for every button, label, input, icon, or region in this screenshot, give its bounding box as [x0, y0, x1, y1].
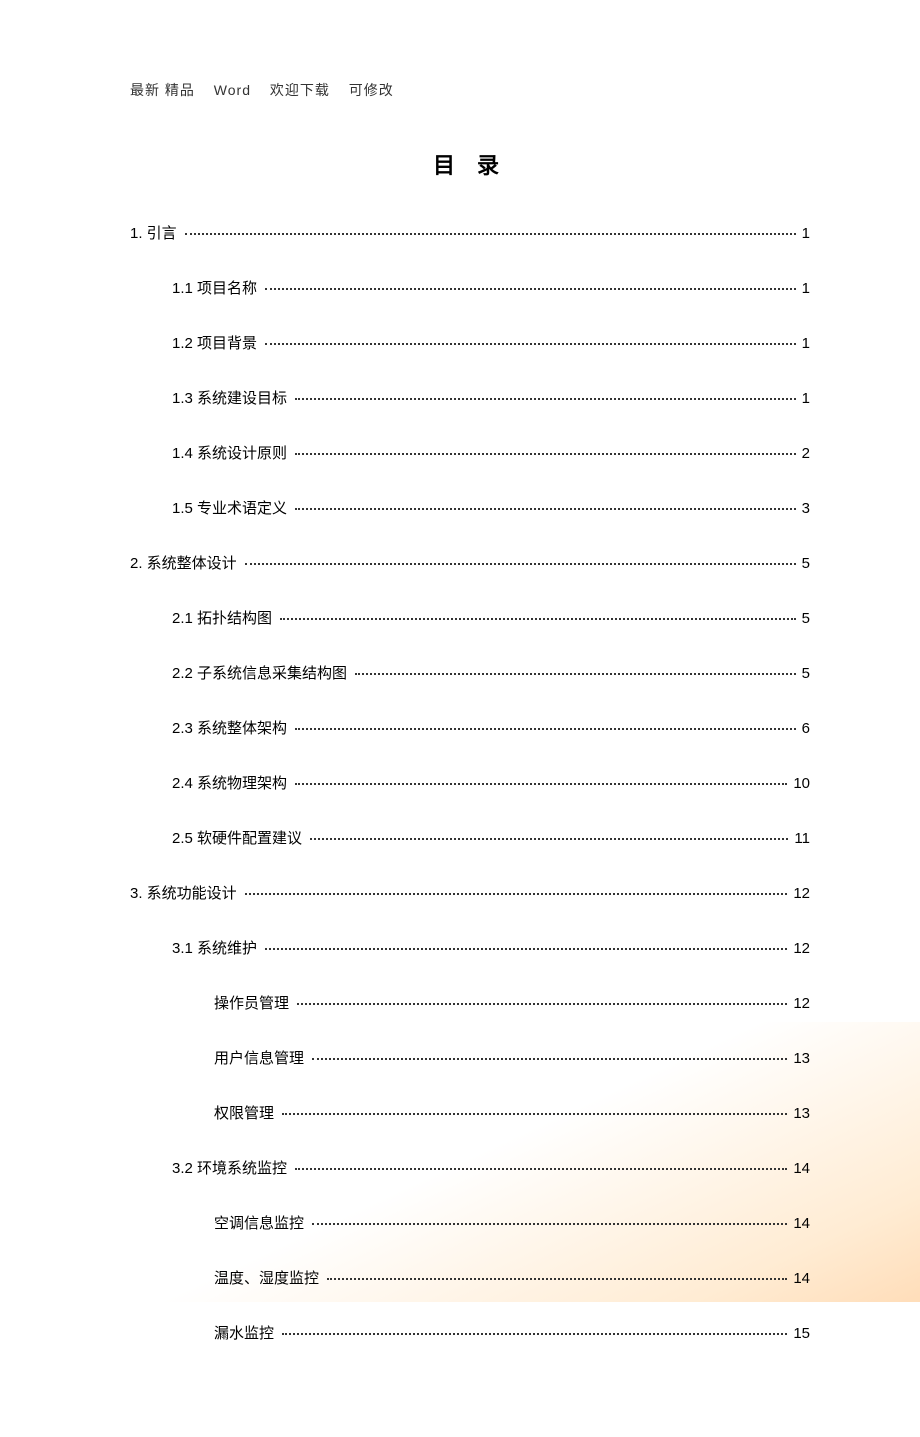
toc-page: 5	[798, 555, 810, 572]
toc-dots	[295, 783, 787, 785]
toc-label: 操作员管理	[214, 992, 295, 1013]
toc-entry: 2.2 子系统信息采集结构图 5	[130, 662, 810, 683]
toc-entry: 3.1 系统维护 12	[130, 937, 810, 958]
toc-label: 温度、湿度监控	[214, 1267, 325, 1288]
toc-label: 1.5 专业术语定义	[172, 497, 293, 518]
toc-entry: 2.5 软硬件配置建议 11	[130, 827, 810, 848]
toc-page: 2	[798, 445, 810, 462]
toc-page: 12	[789, 995, 810, 1012]
toc-page: 13	[789, 1105, 810, 1122]
toc-entry: 2.1 拓扑结构图 5	[130, 607, 810, 628]
toc-page: 1	[798, 280, 810, 297]
toc-page: 5	[798, 610, 810, 627]
toc-entry: 2.4 系统物理架构 10	[130, 772, 810, 793]
document-header: 最新 精品 Word 欢迎下载 可修改	[130, 80, 810, 100]
toc-dots	[355, 673, 796, 675]
toc-label: 2.5 软硬件配置建议	[172, 827, 308, 848]
toc-dots	[280, 618, 796, 620]
toc-entry: 温度、湿度监控 14	[130, 1267, 810, 1288]
toc-dots	[295, 508, 796, 510]
toc-page: 14	[789, 1160, 810, 1177]
toc-entry: 1.4 系统设计原则 2	[130, 442, 810, 463]
toc-dots	[282, 1333, 787, 1335]
toc-label: 1.2 项目背景	[172, 332, 263, 353]
toc-entry: 权限管理 13	[130, 1102, 810, 1123]
toc-dots	[312, 1223, 787, 1225]
toc-dots	[295, 728, 796, 730]
toc-label: 权限管理	[214, 1102, 280, 1123]
toc-entry: 1. 引言 1	[130, 222, 810, 243]
toc-label: 1.1 项目名称	[172, 277, 263, 298]
toc-entry: 1.5 专业术语定义 3	[130, 497, 810, 518]
toc-page: 13	[789, 1050, 810, 1067]
toc-entry: 操作员管理 12	[130, 992, 810, 1013]
toc-label: 2.2 子系统信息采集结构图	[172, 662, 353, 683]
toc-page: 1	[798, 335, 810, 352]
toc-title: 目 录	[130, 148, 810, 180]
toc-page: 14	[789, 1270, 810, 1287]
toc-dots	[245, 893, 788, 895]
toc-entry: 漏水监控 15	[130, 1322, 810, 1343]
toc-entry: 空调信息监控 14	[130, 1212, 810, 1233]
toc-page: 15	[789, 1325, 810, 1342]
toc-entry: 3.2 环境系统监控 14	[130, 1157, 810, 1178]
toc-dots	[185, 233, 796, 235]
toc-label: 漏水监控	[214, 1322, 280, 1343]
toc-list: 1. 引言 1 1.1 项目名称 1 1.2 项目背景 1 1.3 系统建设目标…	[130, 222, 810, 1343]
toc-dots	[265, 948, 787, 950]
toc-dots	[327, 1278, 787, 1280]
toc-entry: 1.2 项目背景 1	[130, 332, 810, 353]
toc-page: 3	[798, 500, 810, 517]
toc-entry: 2.3 系统整体架构 6	[130, 717, 810, 738]
header-part-1: 最新 精品	[130, 82, 195, 98]
toc-dots	[245, 563, 796, 565]
toc-page: 1	[798, 225, 810, 242]
toc-page: 14	[789, 1215, 810, 1232]
toc-dots	[312, 1058, 787, 1060]
toc-page: 11	[790, 830, 810, 847]
toc-label: 1.3 系统建设目标	[172, 387, 293, 408]
toc-dots	[265, 288, 796, 290]
toc-label: 用户信息管理	[214, 1047, 310, 1068]
toc-label: 空调信息监控	[214, 1212, 310, 1233]
page-content: 最新 精品 Word 欢迎下载 可修改 目 录 1. 引言 1 1.1 项目名称…	[0, 0, 920, 1437]
toc-label: 2.1 拓扑结构图	[172, 607, 278, 628]
toc-entry: 用户信息管理 13	[130, 1047, 810, 1068]
toc-page: 12	[789, 940, 810, 957]
toc-dots	[297, 1003, 787, 1005]
header-part-2: Word	[214, 82, 251, 98]
toc-label: 2.3 系统整体架构	[172, 717, 293, 738]
toc-page: 6	[798, 720, 810, 737]
toc-label: 3.2 环境系统监控	[172, 1157, 293, 1178]
toc-entry: 2. 系统整体设计 5	[130, 552, 810, 573]
toc-page: 12	[789, 885, 810, 902]
toc-entry: 3. 系统功能设计 12	[130, 882, 810, 903]
toc-entry: 1.3 系统建设目标 1	[130, 387, 810, 408]
toc-page: 5	[798, 665, 810, 682]
toc-dots	[295, 398, 796, 400]
toc-entry: 1.1 项目名称 1	[130, 277, 810, 298]
toc-dots	[295, 453, 796, 455]
toc-label: 1. 引言	[130, 222, 183, 243]
toc-dots	[310, 838, 788, 840]
toc-label: 1.4 系统设计原则	[172, 442, 293, 463]
toc-page: 1	[798, 390, 810, 407]
toc-dots	[265, 343, 796, 345]
toc-label: 3. 系统功能设计	[130, 882, 243, 903]
toc-dots	[282, 1113, 787, 1115]
header-part-4: 可修改	[349, 82, 394, 98]
toc-page: 10	[789, 775, 810, 792]
toc-label: 2. 系统整体设计	[130, 552, 243, 573]
header-part-3: 欢迎下载	[270, 82, 330, 98]
toc-dots	[295, 1168, 787, 1170]
toc-label: 2.4 系统物理架构	[172, 772, 293, 793]
toc-label: 3.1 系统维护	[172, 937, 263, 958]
